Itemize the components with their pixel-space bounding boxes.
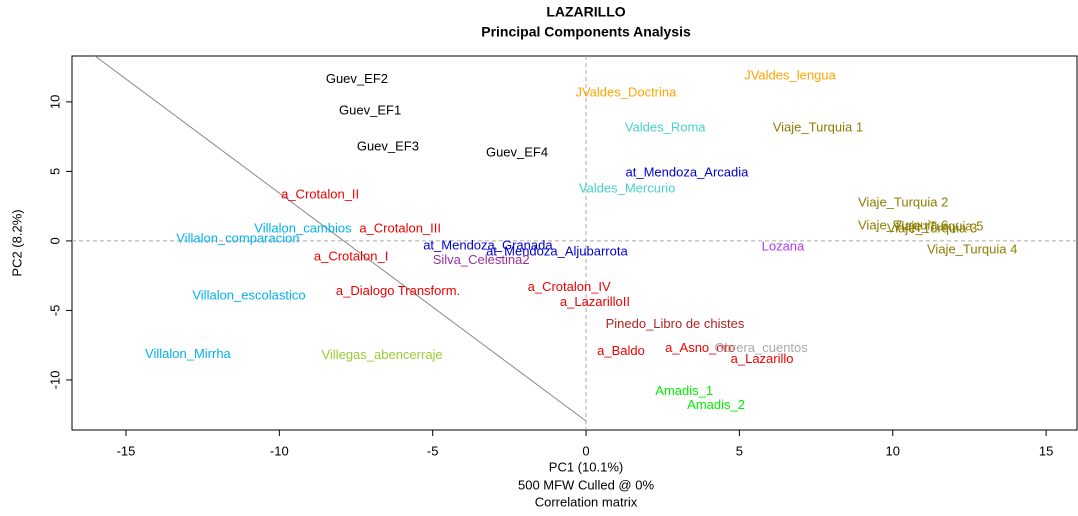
point-label: Silva_Celestina2 — [433, 252, 530, 267]
y-tick-label: 10 — [47, 95, 62, 109]
point-label: at_Mendoza_Arcadia — [626, 165, 750, 180]
y-tick-label: 0 — [47, 237, 62, 244]
point-label: JValdes_lengua — [744, 68, 836, 83]
y-axis-label: PC2 (8.2%) — [9, 209, 24, 276]
point-label: Guev_EF2 — [326, 71, 388, 86]
point-label: Villalon_escolastico — [192, 287, 305, 302]
point-label: Amadis_2 — [687, 397, 745, 412]
point-label: a_Crotalon_II — [281, 186, 359, 201]
point-label: Pinedo_Libro de chistes — [606, 316, 745, 331]
chart-title: LAZARILLO — [546, 4, 625, 20]
point-label: at_Mendoza_Aljubarrota — [486, 243, 628, 258]
point-label: a_Crotalon_III — [359, 220, 441, 235]
point-label: Amadis_1 — [655, 383, 713, 398]
point-label: a_Lazarillo — [731, 351, 794, 366]
plot-frame — [71, 55, 1078, 431]
x-tick-label: 0 — [582, 443, 589, 458]
point-label: Viaje_Turquia 2 — [858, 194, 948, 209]
x-tick-label: -10 — [270, 443, 289, 458]
point-label: at_Mendoza_Granada — [423, 237, 553, 252]
x-tick-label: 15 — [1039, 443, 1053, 458]
point-label: Villegas_abencerraje — [321, 347, 442, 362]
caption: 500 MFW Culled @ 0% — [518, 477, 654, 492]
x-tick-label: 10 — [886, 443, 900, 458]
point-label: Viaje_Turquia 5 — [893, 218, 983, 233]
point-label: Lozana — [762, 238, 805, 253]
x-tick-label: -5 — [427, 443, 439, 458]
reference-line — [94, 55, 587, 422]
chart-subtitle: Principal Components Analysis — [481, 24, 691, 40]
y-tick-label: -5 — [47, 305, 62, 317]
point-label: JValdes_Doctrina — [575, 85, 677, 100]
y-tick-label: -10 — [47, 371, 62, 390]
point-label: Viaje_Turquia 4 — [927, 241, 1017, 256]
point-label: a_Crotalon_IV — [528, 279, 611, 294]
point-label: Guev_EF1 — [339, 103, 401, 118]
point-label: Guev_EF3 — [357, 139, 419, 154]
point-label: Viaje_Turquia 1 — [773, 120, 863, 135]
point-label: a_LazarilloII — [560, 294, 630, 309]
point-label: a_Dialogo Transform. — [336, 283, 460, 298]
point-label: Valdes_Mercurio — [579, 180, 676, 195]
point-label: Villalon_comparacion — [176, 230, 299, 245]
caption: Correlation matrix — [535, 494, 638, 509]
point-label: a_Crotalon_I — [314, 248, 388, 263]
point-label: Guev_EF4 — [486, 145, 548, 160]
point-label: Obrera_cuentos — [715, 340, 809, 355]
point-label: Villalon_Mirrha — [145, 346, 232, 361]
x-axis-label: PC1 (10.1%) — [549, 459, 623, 474]
point-label: Viaje_Turquia 6 — [858, 217, 948, 232]
point-label: Valdes_Roma — [625, 120, 706, 135]
point-label: a_Baldo — [597, 343, 645, 358]
point-label: Villalon_cambios — [254, 220, 352, 235]
y-tick-label: 5 — [47, 168, 62, 175]
point-label: Viaje_Turquia 3 — [887, 220, 977, 235]
point-label: a_Asno_oro — [665, 340, 735, 355]
x-tick-label: 5 — [736, 443, 743, 458]
x-tick-label: -15 — [117, 443, 136, 458]
